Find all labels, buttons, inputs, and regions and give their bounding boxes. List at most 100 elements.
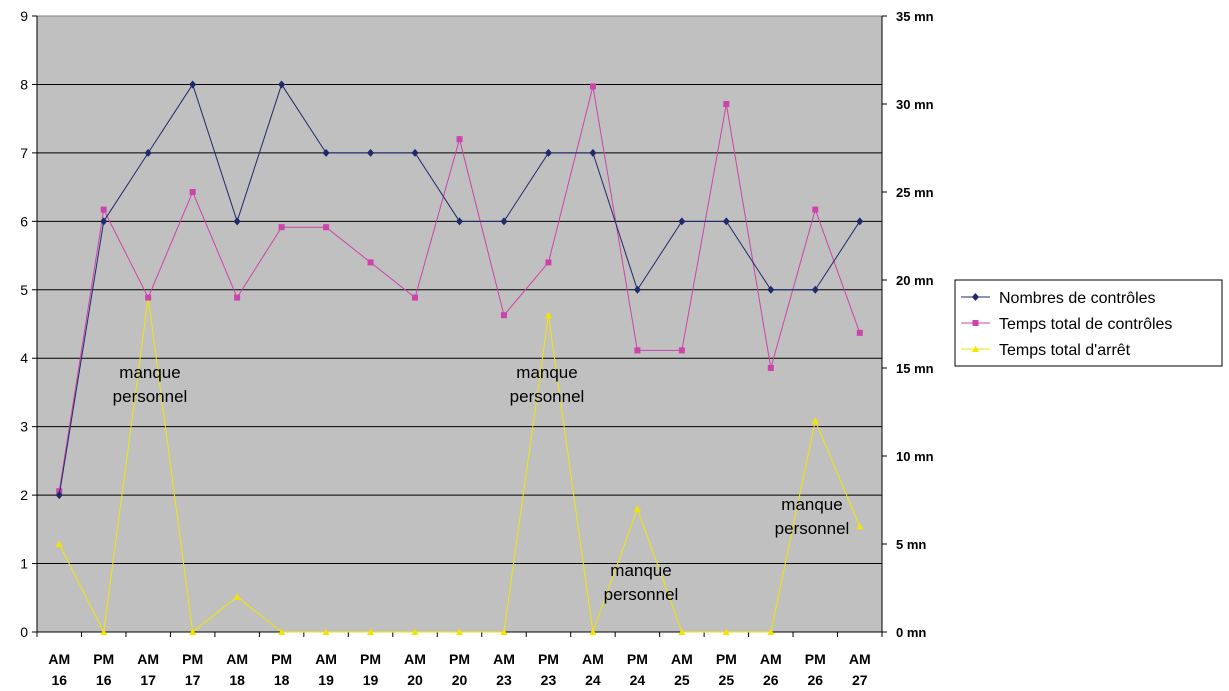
data-point bbox=[234, 294, 241, 301]
x-tick-label: AM 17 bbox=[137, 651, 159, 688]
x-tick-label-line1: AM bbox=[404, 651, 426, 667]
data-point bbox=[100, 206, 107, 213]
data-point bbox=[100, 628, 108, 635]
x-tick-label: PM 18 bbox=[271, 651, 292, 688]
data-point bbox=[722, 217, 730, 226]
x-tick-label-line1: PM bbox=[805, 651, 826, 667]
y2-tick-label: 20 mn bbox=[896, 273, 934, 288]
data-point bbox=[278, 80, 286, 89]
x-tick-label-line1: AM bbox=[315, 651, 337, 667]
y2-tick-label: 5 mn bbox=[896, 537, 926, 552]
left-axis: 0 1 2 3 4 5 6 7 8 9 bbox=[20, 8, 38, 640]
data-point bbox=[545, 259, 552, 266]
x-axis: AM 16 PM 16 AM 17 PM 17 AM 18 PM 18 AM 19 PM 19 AM 20 PM 20… bbox=[36, 631, 883, 688]
y-tick-label: 0 bbox=[20, 624, 28, 640]
data-point bbox=[678, 217, 686, 226]
y-tick-label: 7 bbox=[20, 145, 28, 161]
annotation-line: personnel bbox=[510, 387, 585, 406]
x-tick-label-line1: AM bbox=[582, 651, 604, 667]
y2-tick-label: 30 mn bbox=[896, 97, 934, 112]
data-point bbox=[589, 148, 597, 157]
x-tick-label: AM 18 bbox=[226, 651, 248, 688]
data-point bbox=[189, 628, 197, 635]
x-tick-label: PM 19 bbox=[360, 651, 381, 688]
y-tick-label: 8 bbox=[20, 76, 28, 92]
x-tick-label-line2: 19 bbox=[363, 672, 379, 688]
data-point bbox=[589, 628, 597, 635]
data-point bbox=[500, 312, 507, 319]
y2-tick-label: 0 mn bbox=[896, 625, 926, 640]
data-point bbox=[55, 540, 63, 547]
y-tick-label: 1 bbox=[20, 556, 28, 572]
x-tick-label-line1: AM bbox=[226, 651, 248, 667]
legend-label: Temps total de contrôles bbox=[999, 316, 1172, 333]
series-group bbox=[55, 80, 864, 635]
x-tick-label-line2: 23 bbox=[496, 672, 512, 688]
x-tick-label: PM 23 bbox=[538, 651, 559, 688]
x-tick-label-line2: 20 bbox=[407, 672, 423, 688]
data-point bbox=[411, 628, 419, 635]
data-point bbox=[55, 491, 63, 500]
annotation-line: manque bbox=[610, 561, 671, 580]
data-point bbox=[544, 148, 552, 157]
x-tick-label-line2: 25 bbox=[719, 672, 735, 688]
annotation: manque personnel bbox=[113, 363, 188, 406]
data-point bbox=[189, 189, 196, 195]
x-tick-label: AM 16 bbox=[48, 651, 70, 688]
data-point bbox=[811, 417, 819, 424]
x-tick-label-line2: 27 bbox=[852, 672, 868, 688]
data-point bbox=[323, 224, 330, 231]
annotation: manque personnel bbox=[604, 561, 679, 604]
x-tick-label: PM 17 bbox=[182, 651, 203, 688]
x-tick-label: AM 26 bbox=[760, 651, 782, 688]
x-tick-label-line1: PM bbox=[93, 651, 114, 667]
x-tick-label-line1: AM bbox=[849, 651, 871, 667]
data-point bbox=[544, 311, 552, 319]
x-tick-label-line1: PM bbox=[449, 651, 470, 667]
data-point bbox=[500, 217, 508, 226]
data-point bbox=[589, 83, 596, 90]
series-3 bbox=[55, 294, 864, 635]
legend-swatch-marker bbox=[972, 345, 979, 352]
annotation-line: personnel bbox=[604, 585, 679, 604]
legend: Nombres de contrôles Temps total de contr… bbox=[954, 279, 1223, 367]
legend-swatch-marker bbox=[972, 320, 979, 326]
x-tick-label: AM 25 bbox=[671, 651, 693, 688]
legend-label: Temps total d'arrêt bbox=[999, 342, 1131, 359]
data-point bbox=[278, 628, 286, 635]
y2-tick-label: 10 mn bbox=[896, 449, 934, 464]
x-tick-label-line2: 26 bbox=[763, 672, 779, 688]
x-tick-label-line1: PM bbox=[271, 651, 292, 667]
y-tick-label: 9 bbox=[20, 8, 28, 24]
data-point bbox=[100, 217, 108, 226]
x-tick-label-line2: 23 bbox=[541, 672, 557, 688]
y-tick-label: 6 bbox=[20, 213, 28, 229]
x-tick-label-line1: AM bbox=[671, 651, 693, 667]
data-point bbox=[233, 593, 241, 600]
x-tick-label: AM 23 bbox=[493, 651, 515, 688]
series-1 bbox=[55, 80, 864, 500]
annotation: manque personnel bbox=[510, 363, 585, 406]
data-point bbox=[456, 217, 463, 226]
data-point bbox=[767, 285, 775, 294]
data-point bbox=[322, 148, 330, 157]
data-point bbox=[456, 136, 463, 143]
data-point bbox=[633, 285, 641, 294]
x-tick-label-line2: 17 bbox=[185, 672, 201, 688]
y-tick-label: 5 bbox=[20, 282, 28, 298]
data-point bbox=[722, 628, 730, 635]
x-tick-label: AM 20 bbox=[404, 651, 426, 688]
y2-tick-label: 35 mn bbox=[896, 9, 934, 24]
x-tick-label-line2: 24 bbox=[630, 672, 646, 688]
annotation-line: personnel bbox=[113, 387, 188, 406]
x-tick-label: PM 16 bbox=[93, 651, 114, 688]
x-tick-label: PM 20 bbox=[449, 651, 470, 688]
data-point bbox=[811, 285, 819, 294]
x-tick-label-line1: AM bbox=[493, 651, 515, 667]
x-tick-label-line1: PM bbox=[182, 651, 203, 667]
data-point bbox=[367, 148, 375, 157]
annotation: manque personnel bbox=[775, 495, 850, 538]
x-tick-label: AM 27 bbox=[849, 651, 871, 688]
legend-label: Nombres de contrôles bbox=[999, 290, 1156, 307]
x-tick-label: AM 19 bbox=[315, 651, 337, 688]
